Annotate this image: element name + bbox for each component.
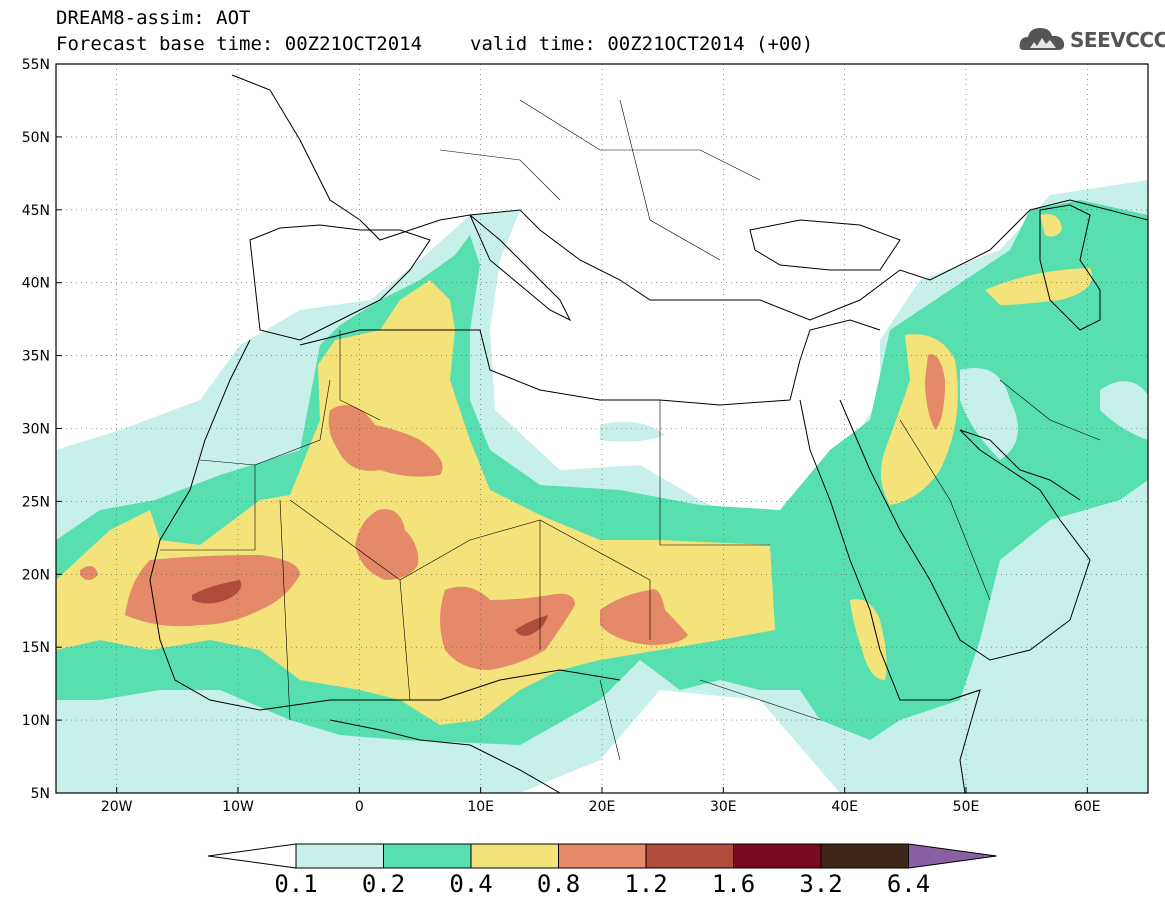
border-2 [279,499,291,721]
coast-iberia [249,224,431,341]
aot-contour-0.8g [925,354,945,430]
lat-tick-label: 45N [22,203,50,219]
logo-text: SEEVCCC [1070,28,1165,52]
border-8 [339,330,381,421]
aot-contour-0.8e [600,589,688,645]
aot-field [56,180,1148,793]
colorbar-extend-below [207,843,297,869]
lat-tick-label: 20N [22,567,50,583]
aot-contour-0.4e [850,599,887,680]
coast-persian-gulf [959,429,1081,501]
coast-arabia [839,399,1091,661]
coast-gulf-guinea [329,719,561,793]
lon-tick-label: 10W [222,799,254,815]
colorbar-extend-above [908,843,997,869]
lat-tick-label: 5N [31,786,50,802]
lat-tick-label: 25N [22,494,50,510]
lon-tick-label: 30E [710,799,737,815]
valid-time-label: valid time: 00Z21OCT2014 (+00) [470,33,814,55]
lon-tick-label: 50E [953,799,980,815]
aot-contour-0.1b [600,421,665,442]
coast-horn [900,689,981,793]
lat-tick-label: 55N [22,57,50,73]
lon-tick-label: 40E [831,799,858,815]
coast-italy [469,214,572,322]
border-5 [539,519,651,640]
grid-lines [56,64,1148,793]
colorbar-segment [645,843,734,869]
lat-tick-label: 40N [22,276,50,292]
aot-contour-1.2 [192,580,242,604]
coast-levant [799,319,881,361]
lat-tick-label: 15N [22,640,50,656]
colorbar-segment [820,843,909,869]
map-frame [55,63,1149,794]
borders [160,99,1101,761]
lon-tick-label: 20E [589,799,616,815]
border-7 [160,459,256,551]
colorbar-segment [733,843,822,869]
colorbar-level-label: 0.8 [536,870,581,898]
colorbar-level-label: 6.4 [886,870,931,898]
lat-tick-label: 35N [22,349,50,365]
aot-contour-0.8d [440,586,575,670]
lon-tick-label: 20W [101,799,133,815]
coast-med-south [299,329,801,406]
seevccc-logo: SEEVCCC [1018,24,1165,56]
colorbar-level-label: 0.2 [361,870,406,898]
colorbar-level-label: 0.1 [274,870,318,898]
lat-tick-label: 30N [22,422,50,438]
time-info: Forecast base time: 00Z21OCT2014 valid ti… [56,34,813,54]
border-1 [254,379,331,466]
colorbar-segment [383,843,472,869]
lon-tick-labels: 20W 10W 0 10E 20E 30E 40E 50E 60E [101,799,1101,815]
border-15 [599,679,621,761]
border-4 [399,519,541,650]
border-6 [659,400,770,546]
aot-contour-0.4d [1040,214,1062,237]
colorbar-segment [470,843,559,869]
cloud-icon [1019,28,1065,50]
aot-contour-0.2c [1100,381,1148,440]
coast-black-sea [749,219,901,271]
aot-contour-0.8f [80,566,98,580]
lon-tick-label: 0 [355,799,364,815]
colorbar [207,843,997,869]
border-10 [999,379,1101,441]
colorbar-level-label: 1.2 [624,870,668,898]
aot-contour-0.4c [985,268,1092,305]
colorbar-segment [558,843,647,869]
colorbar-segment [295,843,384,869]
border-11 [519,99,761,181]
coastlines [149,74,1148,793]
axis-ticks [56,63,1088,794]
colorbar-level-label: 3.2 [799,870,843,898]
map-title: DREAM8-assim: AOT [56,7,251,29]
lat-tick-label: 10N [22,713,50,729]
aot-contour-0.2b [960,368,1018,460]
coast-europe [231,74,1148,321]
border-14 [699,679,821,721]
border-13 [619,99,721,261]
lon-tick-label: 10E [467,799,494,815]
border-12 [439,149,561,201]
aot-contour-0.8 [328,405,443,477]
border-9 [899,419,991,601]
coast-caspian [1039,204,1101,331]
colorbar-level-label: 1.6 [711,870,756,898]
base-time-label: Forecast base time: 00Z21OCT2014 [56,33,423,55]
lat-tick-labels: 5N 10N 15N 20N 25N 30N 35N 40N 45N 50N 55N [22,57,50,802]
aot-contour-0.8b [355,509,419,580]
lat-tick-label: 50N [22,130,50,146]
coast-africa-north [149,339,621,711]
colorbar-level-label: 0.4 [449,870,493,898]
lon-tick-label: 60E [1074,799,1101,815]
